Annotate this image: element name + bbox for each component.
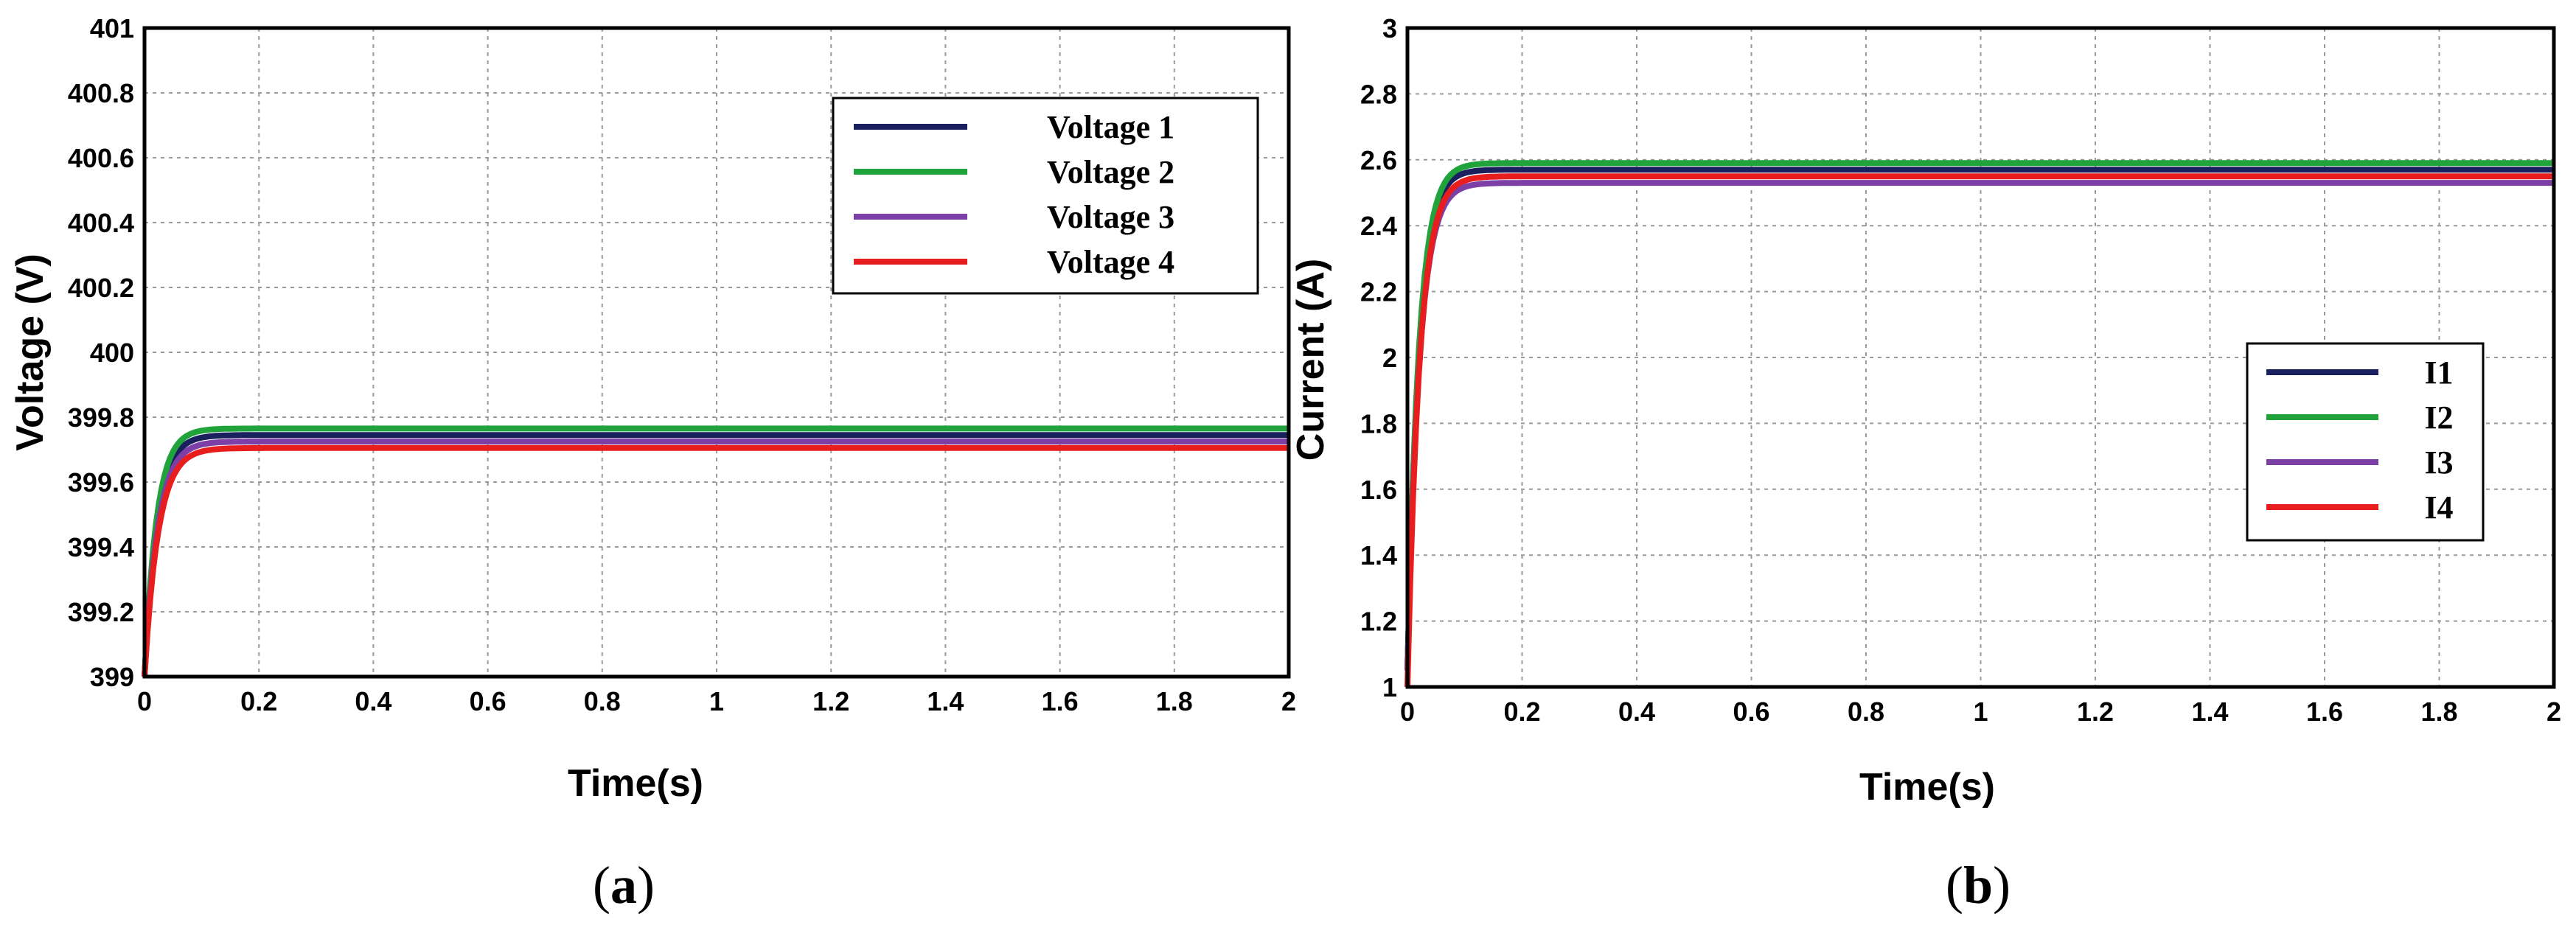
legend-entry-label: I2 [2424,399,2453,436]
x-tick-label: 2 [2547,697,2561,727]
y-tick-label: 2.4 [1360,211,1397,241]
y-axis-label: Current (A) [1289,259,1332,461]
x-tick-label: 1.2 [2077,697,2114,727]
legend-entry-label: I1 [2424,355,2453,391]
x-tick-label: 0.8 [1848,697,1884,727]
legend-entry-label: Voltage 4 [1047,244,1174,280]
x-tick-label: 0 [1400,697,1415,727]
series-group [1404,160,2555,688]
series-line-i3 [1404,180,2555,671]
x-tick-label: 2 [1281,686,1296,716]
y-tick-label: 400.2 [68,273,134,303]
legend-entry-label: Voltage 3 [1047,199,1174,235]
x-tick-label: 0.2 [240,686,277,716]
y-tick-label: 399.4 [68,532,134,562]
x-axis-label: Time(s) [1859,766,1995,809]
x-tick-label: 1.8 [2420,697,2457,727]
panel-label: (b) [1946,856,2011,915]
x-tick-label: 0.2 [1503,697,1540,727]
series-line-voltage-3 [142,439,1289,677]
series-line-voltage-4 [142,444,1289,677]
y-tick-label: 1.4 [1360,540,1397,570]
legend-entry-label: I4 [2424,489,2453,526]
x-tick-label: 1.6 [2306,697,2343,727]
x-tick-label: 1.4 [927,686,964,716]
y-axis-label: Voltage (V) [9,254,52,451]
series-line-i1 [1404,167,2555,671]
y-tick-label: 1.2 [1360,607,1397,637]
series-line-voltage-1 [142,432,1289,677]
x-axis-label: Time(s) [568,762,703,805]
y-tick-label: 399 [90,662,134,692]
legend: Voltage 1 Voltage 2 Voltage 3 Voltage 4 [832,97,1259,295]
y-tick-label: 2.8 [1360,79,1397,109]
series-group [142,425,1289,677]
y-tick-label: 3 [1382,13,1397,43]
series-line-i4 [1404,173,2555,688]
y-tick-label: 1 [1382,672,1397,702]
y-tick-label: 1.8 [1360,408,1397,439]
x-tick-label: 1.6 [1042,686,1079,716]
x-tick-label: 0.6 [1733,697,1769,727]
plot-frame [1405,26,2556,689]
y-tick-label: 399.8 [68,402,134,433]
x-tick-label: 1.8 [1156,686,1193,716]
x-tick-label: 1.4 [2191,697,2228,727]
x-tick-label: 0 [137,686,152,716]
y-tick-label: 399.6 [68,467,134,498]
x-tick-label: 0.6 [470,686,507,716]
x-tick-label: 0.8 [584,686,621,716]
plot-frame [142,26,1291,679]
y-tick-label: 400.8 [68,78,134,108]
x-tick-label: 1.2 [812,686,849,716]
x-tick-label: 0.4 [355,686,391,716]
y-tick-label: 2.2 [1360,277,1397,307]
legend: I1 I2 I3 I4 [2246,342,2485,542]
panel-label: (a) [593,856,655,915]
chart-b: 0 0.2 0.4 0.6 0.8 1 1.2 1.4 1.6 1.8 2 1 1.2 1.4 1.6 1.8… [1289,13,2561,915]
series-line-voltage-2 [142,425,1289,677]
x-tick-label: 1 [709,686,724,716]
legend-entry-label: Voltage 1 [1047,109,1174,145]
y-tick-label: 401 [90,13,134,43]
y-tick-label: 2.6 [1360,145,1397,175]
y-tick-label: 400 [90,338,134,368]
y-tick-label: 399.2 [68,597,134,627]
series-line-i2 [1404,160,2555,671]
y-tick-label: 400.4 [68,208,134,238]
legend-entry-label: Voltage 2 [1047,154,1174,190]
chart-a: 0 0.2 0.4 0.6 0.8 1 1.2 1.4 1.6 1.8 2 399 399.2 399.4… [9,13,1296,915]
y-tick-label: 400.6 [68,143,134,173]
y-tick-label: 1.6 [1360,475,1397,505]
x-tick-label: 0.4 [1618,697,1655,727]
y-tick-label: 2 [1382,343,1397,373]
legend-entry-label: I3 [2424,444,2453,481]
x-tick-label: 1 [1973,697,1988,727]
